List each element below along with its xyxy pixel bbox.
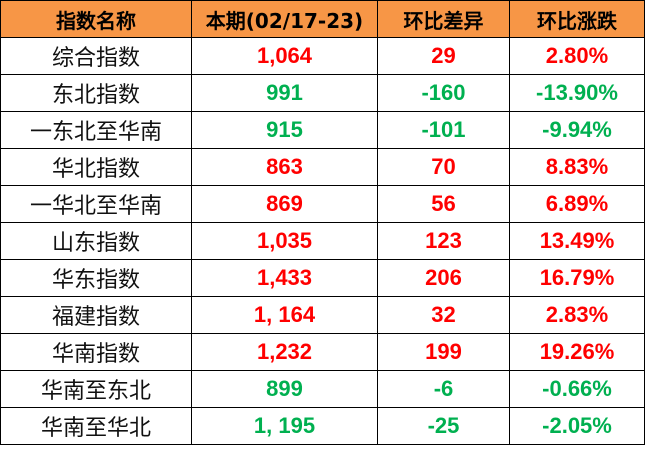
pct-change-cell: -0.66% [509, 370, 645, 408]
current-value-cell: 899 [191, 370, 378, 408]
table-row: 福建指数 1, 164 32 2.83% [0, 296, 645, 334]
header-pct-change: 环比涨跌 [509, 0, 645, 38]
current-value-cell: 1,232 [191, 333, 378, 371]
index-name-cell: 综合指数 [0, 37, 192, 75]
table-row: 华东指数 1,433 206 16.79% [0, 259, 645, 297]
pct-change-cell: -9.94% [509, 111, 645, 149]
current-value-cell: 1,035 [191, 222, 378, 260]
table-row: 东北指数 991 -160 -13.90% [0, 74, 645, 112]
diff-cell: 56 [377, 185, 510, 223]
index-name-cell: 华南至华北 [0, 407, 192, 445]
header-row: 指数名称 本期(02/17-23) 环比差异 环比涨跌 [0, 0, 645, 38]
diff-cell: 32 [377, 296, 510, 334]
current-value-cell: 1,433 [191, 259, 378, 297]
current-value-cell: 869 [191, 185, 378, 223]
current-value-cell: 915 [191, 111, 378, 149]
pct-change-cell: 6.89% [509, 185, 645, 223]
pct-change-cell: 13.49% [509, 222, 645, 260]
table-row: 华南至华北 1, 195 -25 -2.05% [0, 407, 645, 445]
diff-cell: -25 [377, 407, 510, 445]
index-name-cell: 一华北至华南 [0, 185, 192, 223]
table-row: 综合指数 1,064 29 2.80% [0, 37, 645, 75]
pct-change-cell: 8.83% [509, 148, 645, 186]
index-name-cell: 东北指数 [0, 74, 192, 112]
pct-change-cell: 2.83% [509, 296, 645, 334]
pct-change-cell: -13.90% [509, 74, 645, 112]
current-value-cell: 863 [191, 148, 378, 186]
pct-change-cell: -2.05% [509, 407, 645, 445]
pct-change-cell: 2.80% [509, 37, 645, 75]
table-row: 华北指数 863 70 8.83% [0, 148, 645, 186]
header-current-period: 本期(02/17-23) [191, 0, 378, 38]
diff-cell: 123 [377, 222, 510, 260]
current-value-cell: 1,064 [191, 37, 378, 75]
diff-cell: 199 [377, 333, 510, 371]
diff-cell: -160 [377, 74, 510, 112]
index-name-cell: 华东指数 [0, 259, 192, 297]
current-value-cell: 1, 164 [191, 296, 378, 334]
header-diff: 环比差异 [377, 0, 510, 38]
table-row: 山东指数 1,035 123 13.49% [0, 222, 645, 260]
index-name-cell: 华南至东北 [0, 370, 192, 408]
header-index-name: 指数名称 [0, 0, 192, 38]
index-name-cell: 山东指数 [0, 222, 192, 260]
diff-cell: 206 [377, 259, 510, 297]
pct-change-cell: 19.26% [509, 333, 645, 371]
index-name-cell: 福建指数 [0, 296, 192, 334]
table-row: 一东北至华南 915 -101 -9.94% [0, 111, 645, 149]
current-value-cell: 991 [191, 74, 378, 112]
index-name-cell: 华北指数 [0, 148, 192, 186]
diff-cell: 29 [377, 37, 510, 75]
current-value-cell: 1, 195 [191, 407, 378, 445]
diff-cell: -101 [377, 111, 510, 149]
index-name-cell: 华南指数 [0, 333, 192, 371]
index-name-cell: 一东北至华南 [0, 111, 192, 149]
index-table: 指数名称 本期(02/17-23) 环比差异 环比涨跌 综合指数 1,064 29 2… [0, 0, 645, 445]
diff-cell: 70 [377, 148, 510, 186]
table-row: 华南至东北 899 -6 -0.66% [0, 370, 645, 408]
table-row: 华南指数 1,232 199 19.26% [0, 333, 645, 371]
diff-cell: -6 [377, 370, 510, 408]
pct-change-cell: 16.79% [509, 259, 645, 297]
table-row: 一华北至华南 869 56 6.89% [0, 185, 645, 223]
